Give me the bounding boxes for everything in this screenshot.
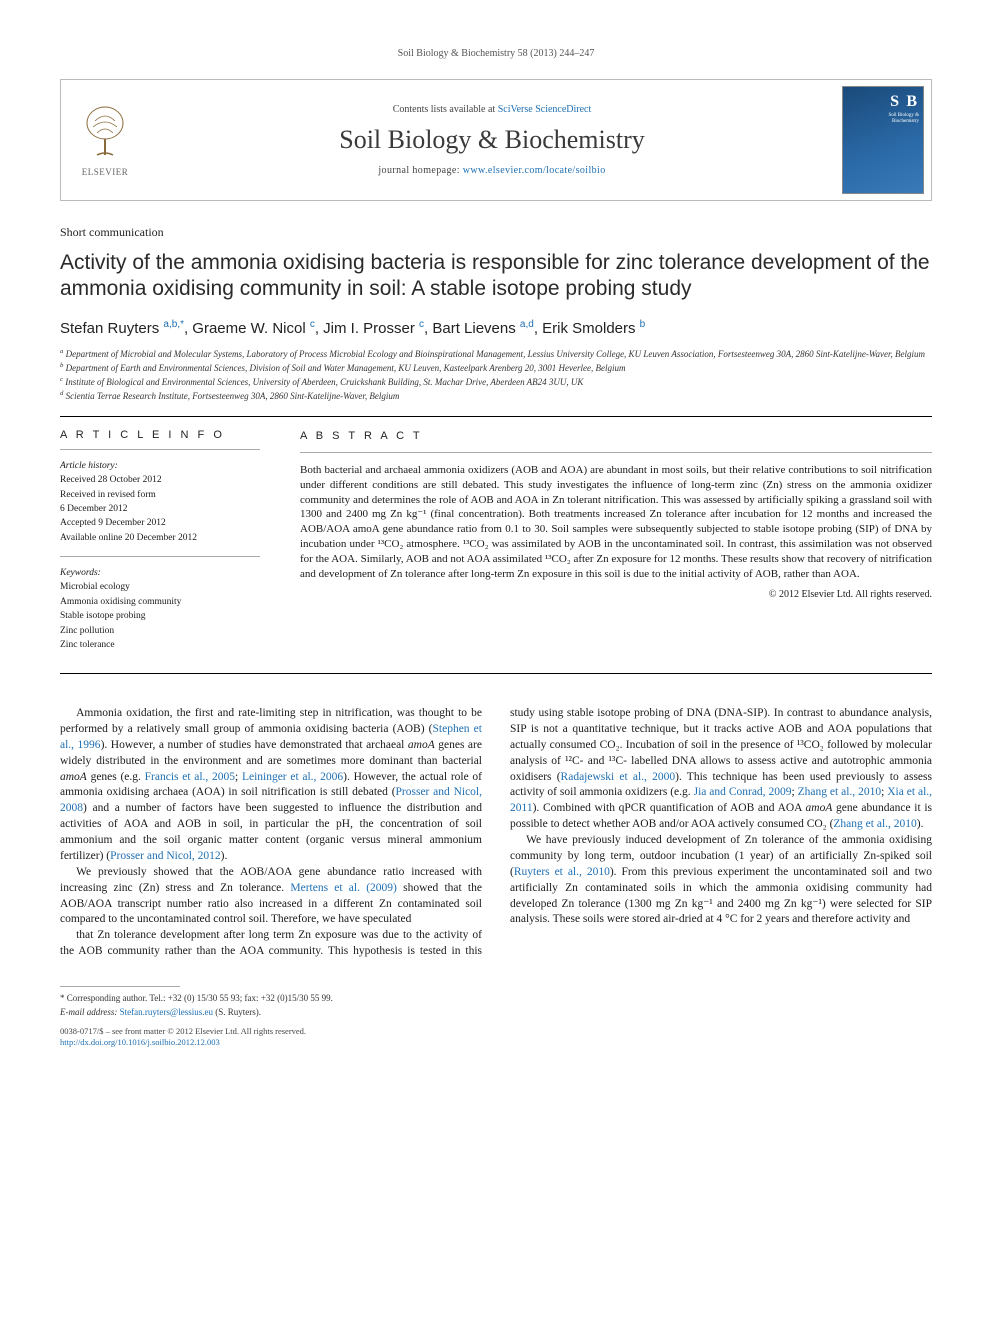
masthead-center: Contents lists available at SciVerse Sci…: [149, 80, 835, 200]
keyword-item: Stable isotope probing: [60, 610, 260, 622]
history-item: 6 December 2012: [60, 503, 260, 515]
cover-line1: Soil Biology &: [888, 113, 919, 119]
publisher-label: ELSEVIER: [82, 167, 129, 177]
rule-kw: [60, 556, 260, 557]
contents-line: Contents lists available at SciVerse Sci…: [393, 104, 592, 115]
affiliation-line: a Department of Microbial and Molecular …: [60, 347, 932, 360]
email-line: E-mail address: Stefan.ruyters@lessius.e…: [60, 1007, 333, 1019]
rule-top: [60, 416, 932, 417]
article-type-label: Short communication: [60, 225, 932, 240]
keyword-item: Ammonia oxidising community: [60, 596, 260, 608]
keyword-item: Microbial ecology: [60, 581, 260, 593]
body-p2: We previously showed that the AOB/AOA ge…: [60, 865, 482, 928]
cover-subtitle: Soil Biology & Biochemistry: [888, 113, 919, 124]
keyword-item: Zinc pollution: [60, 625, 260, 637]
cover-letter-s: S: [890, 93, 899, 111]
journal-name: Soil Biology & Biochemistry: [339, 125, 645, 155]
history-list: Received 28 October 2012 Received in revi…: [60, 474, 260, 544]
email-label: E-mail address:: [60, 1007, 120, 1017]
corresponding-author: * Corresponding author. Tel.: +32 (0) 15…: [60, 993, 333, 1005]
homepage-link[interactable]: www.elsevier.com/locate/soilbio: [463, 165, 606, 176]
affiliation-line: b Department of Earth and Environmental …: [60, 361, 932, 374]
rule-abs: [300, 452, 932, 453]
body-p1: Ammonia oxidation, the first and rate-li…: [60, 706, 482, 865]
authors-line: Stefan Ruyters a,b,*, Graeme W. Nicol c,…: [60, 319, 932, 337]
homepage-prefix: journal homepage:: [378, 165, 462, 176]
history-item: Received in revised form: [60, 489, 260, 501]
abstract-heading: A B S T R A C T: [300, 429, 932, 444]
article-title: Activity of the ammonia oxidising bacter…: [60, 250, 932, 303]
issn-line: 0038-0717/$ – see front matter © 2012 El…: [60, 1026, 333, 1037]
abstract-text: Both bacterial and archaeal ammonia oxid…: [300, 463, 932, 582]
keywords-list: Microbial ecology Ammonia oxidising commu…: [60, 581, 260, 651]
contents-prefix: Contents lists available at: [393, 104, 498, 115]
article-info-column: A R T I C L E I N F O Article history: R…: [60, 429, 260, 653]
history-item: Available online 20 December 2012: [60, 532, 260, 544]
article-info-heading: A R T I C L E I N F O: [60, 429, 260, 441]
cover-line2: Biochemistry: [888, 119, 919, 125]
email-link[interactable]: Stefan.ruyters@lessius.eu: [120, 1007, 213, 1017]
abstract-column: A B S T R A C T Both bacterial and archa…: [300, 429, 932, 653]
journal-homepage: journal homepage: www.elsevier.com/locat…: [378, 165, 605, 176]
elsevier-tree-icon: [77, 103, 133, 163]
publisher-block: ELSEVIER: [61, 80, 149, 200]
keyword-item: Zinc tolerance: [60, 639, 260, 651]
sciencedirect-link[interactable]: SciVerse ScienceDirect: [498, 104, 592, 115]
email-suffix: (S. Ruyters).: [213, 1007, 261, 1017]
rule-bottom: [60, 673, 932, 674]
rule-info: [60, 449, 260, 450]
affiliation-line: d Scientia Terrae Research Institute, Fo…: [60, 389, 932, 402]
history-item: Received 28 October 2012: [60, 474, 260, 486]
cover-block: S B Soil Biology & Biochemistry: [835, 80, 931, 200]
journal-cover-thumb: S B Soil Biology & Biochemistry: [842, 86, 924, 194]
keywords-label: Keywords:: [60, 567, 260, 579]
masthead: ELSEVIER Contents lists available at Sci…: [60, 79, 932, 201]
cover-letter-b: B: [906, 93, 917, 111]
history-item: Accepted 9 December 2012: [60, 517, 260, 529]
body-text: Ammonia oxidation, the first and rate-li…: [60, 706, 932, 960]
running-head: Soil Biology & Biochemistry 58 (2013) 24…: [60, 48, 932, 59]
rule-footnote: [60, 986, 180, 987]
doi-link[interactable]: http://dx.doi.org/10.1016/j.soilbio.2012…: [60, 1037, 220, 1047]
footer: * Corresponding author. Tel.: +32 (0) 15…: [60, 986, 932, 1048]
history-label: Article history:: [60, 460, 260, 472]
body-p4: We have previously induced development o…: [510, 833, 932, 928]
affiliations: a Department of Microbial and Molecular …: [60, 347, 932, 403]
abstract-copyright: © 2012 Elsevier Ltd. All rights reserved…: [300, 588, 932, 602]
affiliation-line: c Institute of Biological and Environmen…: [60, 375, 932, 388]
